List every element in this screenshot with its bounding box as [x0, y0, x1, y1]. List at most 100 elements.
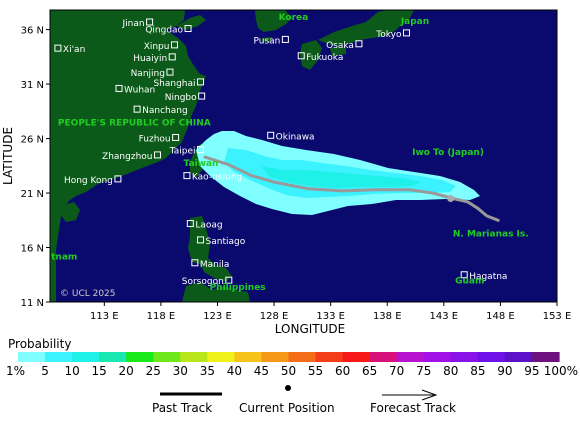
y-axis-label: LATITUDE [1, 127, 15, 185]
legend-label: 15 [92, 364, 107, 378]
legend-swatch [45, 352, 73, 362]
region-label: tnam [51, 253, 77, 263]
legend-label: 95 [524, 364, 539, 378]
lon-tick-label: 148 E [486, 311, 515, 322]
city-marker [402, 29, 410, 37]
hainan-island [60, 202, 80, 222]
city-marker [186, 220, 194, 228]
jeju-island [262, 37, 272, 42]
city-label: Hong Kong [64, 176, 113, 186]
city-label: Shanghai [153, 79, 195, 89]
legend-label: 45 [254, 364, 269, 378]
copyright-label: © UCL 2025 [60, 289, 116, 299]
legend-label: 100% [544, 364, 578, 378]
legend-label: 10 [64, 364, 79, 378]
legend-swatch [423, 352, 452, 362]
legend-swatch [477, 352, 506, 362]
city-label: Jinan [122, 19, 145, 29]
region-label: Korea [279, 13, 309, 23]
legend-swatch [180, 352, 208, 362]
city-label: Xi'an [63, 45, 85, 55]
city-label: Okinawa [276, 132, 315, 142]
legend-swatch [396, 352, 425, 362]
map-frame [49, 9, 558, 303]
region-label: Taiwan [184, 159, 219, 169]
city-label: Manila [200, 260, 230, 270]
legend-swatch [18, 352, 46, 362]
city-label: Qingdao [145, 26, 183, 36]
legend-label: 90 [497, 364, 512, 378]
region-label: Japan [400, 17, 429, 27]
legend-swatch [261, 352, 290, 362]
city-label: Osaka [326, 41, 354, 51]
city-marker [267, 131, 275, 139]
region-label: N. Marianas Is. [453, 230, 529, 240]
legend-label: 40 [227, 364, 242, 378]
city-marker [225, 276, 233, 284]
city-marker [114, 175, 122, 183]
city-marker [115, 84, 123, 92]
legend-swatch [504, 352, 533, 362]
lon-tick-label: 118 E [147, 311, 176, 322]
legend-swatch [99, 352, 127, 362]
city-label: Nanjing [131, 69, 165, 79]
lat-tick-label: 21 N [21, 189, 44, 200]
legend-label: 5 [41, 364, 49, 378]
city-label: Sorsogon [182, 277, 224, 287]
legend-label: 25 [146, 364, 161, 378]
legend-label: 70 [389, 364, 404, 378]
probability-swath [196, 131, 480, 215]
city-marker [170, 41, 178, 49]
legend-swatch [207, 352, 235, 362]
legend-title: Probability [8, 337, 71, 351]
past-track-key-label: Past Track [152, 401, 212, 415]
city-label: Zhangzhou [102, 152, 152, 162]
city-marker [197, 145, 205, 153]
kyushu-land [300, 40, 322, 70]
shandong-land [176, 15, 206, 30]
current-position-key-dot [285, 385, 291, 391]
legend-swatch [153, 352, 181, 362]
lon-tick-label: 138 E [373, 311, 402, 322]
city-label: Fukuoka [306, 53, 343, 63]
lat-tick-label: 16 N [21, 244, 44, 255]
city-label: Kao-hsiung [192, 173, 242, 183]
city-label: Tokyo [375, 30, 402, 40]
city-label: Taipei [169, 146, 196, 156]
legend-swatch [450, 352, 479, 362]
region-label: PEOPLE'S REPUBLIC OF CHINA [58, 118, 211, 128]
legend-swatch [315, 352, 344, 362]
city-label: Hagatna [469, 272, 507, 282]
city-label: Pusan [254, 36, 281, 46]
city-marker [183, 172, 191, 180]
region-label: Philippines [210, 283, 266, 293]
region-label: Iwo To (Japan) [412, 148, 484, 158]
lon-tick-label: 113 E [90, 311, 119, 322]
legend-label: 35 [200, 364, 215, 378]
lon-tick-label: 123 E [203, 311, 232, 322]
city-marker [146, 18, 154, 26]
city-marker [168, 53, 176, 61]
city-marker [198, 92, 206, 100]
city-label: Xinpu [144, 42, 170, 52]
city-label: Laoag [195, 221, 222, 231]
city-marker [172, 133, 180, 141]
city-marker [197, 236, 205, 244]
city-marker [191, 259, 199, 267]
lon-tick-label: 153 E [543, 311, 572, 322]
visayas-islands [182, 282, 250, 302]
legend-swatch [234, 352, 262, 362]
city-label: Nanchang [142, 106, 188, 116]
current-position-marker [447, 194, 455, 202]
lon-tick-label: 128 E [260, 311, 289, 322]
legend-swatch [72, 352, 100, 362]
lon-tick-label: 133 E [316, 311, 345, 322]
honshu-land [318, 10, 414, 46]
swath-inner-probability [262, 166, 422, 188]
shikoku-land [330, 46, 346, 56]
region-label: Guam [455, 276, 484, 286]
city-marker [166, 68, 174, 76]
current-position-key-label: Current Position [239, 401, 335, 415]
city-marker [184, 25, 192, 33]
